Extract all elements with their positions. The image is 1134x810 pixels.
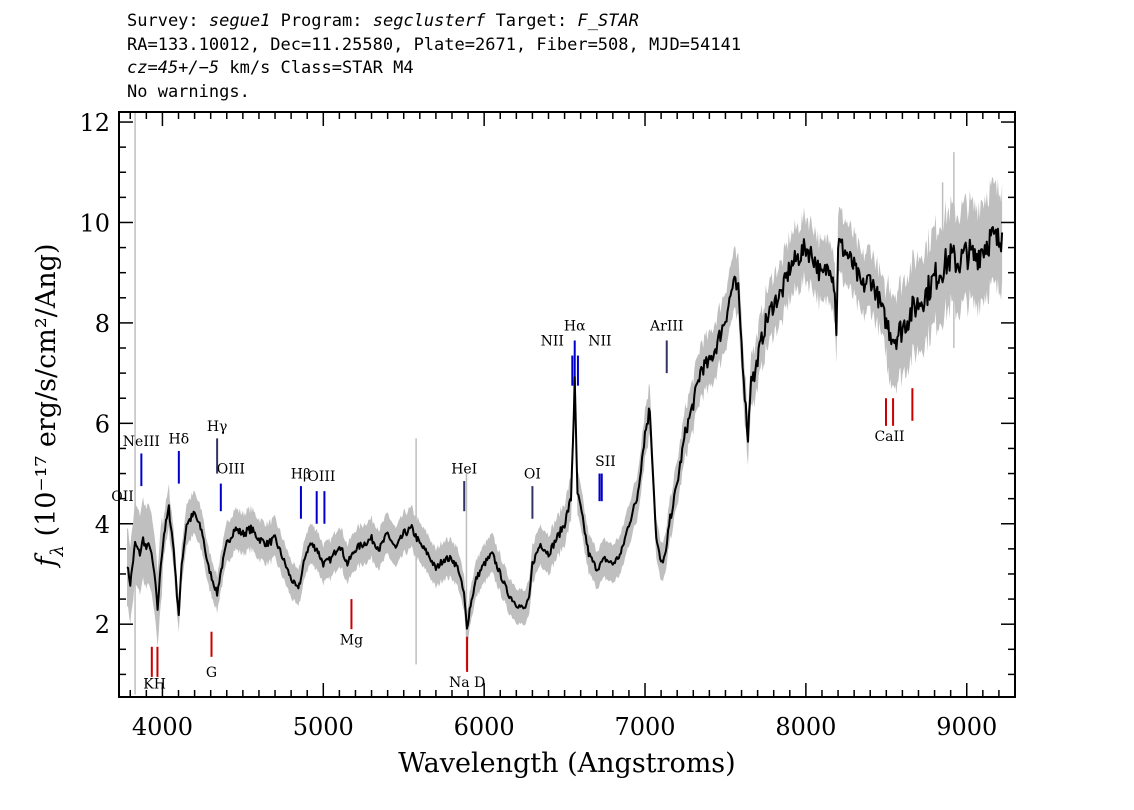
emission-label-11: Hα — [564, 318, 586, 334]
emission-label-1: NeIII — [123, 434, 160, 450]
header-line-warnings: No warnings. — [127, 81, 250, 102]
plot-area — [119, 112, 1004, 695]
y-tick-label-8: 8 — [95, 310, 110, 338]
target-label: Target: — [495, 11, 568, 31]
y-axis-units: (10⁻¹⁷ erg/s/cm²/Ang) — [31, 244, 62, 546]
y-axis-symbol: f — [31, 552, 62, 568]
absorption-label-0: KH — [143, 676, 166, 692]
emission-label-4: OIII — [217, 462, 245, 478]
absorption-label-3: Na D — [449, 675, 485, 691]
emission-label-9: OI — [524, 467, 541, 483]
emission-label-13: SII — [595, 454, 616, 470]
flux-error-band — [127, 177, 1003, 648]
emission-label-3: Hγ — [207, 419, 228, 435]
absorption-label-4: CaII — [874, 429, 904, 445]
emission-label-0: OII — [111, 489, 134, 505]
spectral-line-markers — [119, 340, 914, 677]
y-tick-label-6: 6 — [95, 410, 110, 438]
emission-label-2: Hδ — [169, 431, 190, 447]
program-value: segclusterf — [372, 11, 486, 31]
header-line-coordinates: RA=133.10012, Dec=11.25580, Plate=2671, … — [127, 34, 742, 55]
plot-frame — [118, 111, 1016, 698]
y-axis-ticks: 2 4 6 8 10 12 — [79, 109, 1015, 676]
y-tick-label-2: 2 — [95, 611, 110, 639]
emission-label-7: OIII — [307, 469, 335, 485]
sky-lines — [134, 112, 955, 695]
cz-value: cz=45+/−5 — [127, 58, 220, 78]
survey-label: Survey: — [127, 11, 199, 31]
target-value: F_STAR — [577, 11, 639, 31]
program-label: Program: — [280, 11, 363, 31]
absorption-label-2: Mg — [340, 632, 363, 648]
x-tick-label-6000: 6000 — [454, 713, 515, 741]
class-text: km/s Class=STAR M4 — [219, 58, 414, 78]
x-tick-label-7000: 7000 — [614, 713, 675, 741]
y-tick-label-12: 12 — [79, 109, 110, 137]
x-tick-label-5000: 5000 — [293, 713, 354, 741]
x-tick-label-9000: 9000 — [936, 713, 997, 741]
x-axis-ticks: 4000 5000 6000 7000 8000 9000 — [129, 112, 1016, 741]
emission-label-5: Hβ — [291, 467, 311, 483]
survey-value: segue1 — [208, 11, 271, 31]
emission-label-10: NII — [541, 333, 564, 349]
header-line-survey: Survey: segue1 Program: segclusterf Targ… — [127, 10, 741, 34]
flux-series-line — [126, 226, 1004, 630]
y-tick-label-10: 10 — [79, 209, 110, 237]
emission-label-15: ArIII — [649, 318, 683, 334]
y-tick-label-4: 4 — [95, 511, 110, 539]
x-axis-title: Wavelength (Angstroms) — [398, 748, 735, 779]
absorption-label-1: G — [206, 665, 217, 681]
header-line-redshift: cz=45+/−5 km/s Class=STAR M4 — [127, 57, 741, 81]
x-tick-label-4000: 4000 — [132, 713, 193, 741]
emission-label-8: HeI — [451, 462, 477, 478]
emission-label-12: NII — [588, 333, 611, 349]
y-axis-title: fλ (10⁻¹⁷ erg/s/cm²/Ang) — [31, 244, 68, 569]
y-axis-subscript: λ — [47, 545, 68, 557]
spectrum-header: Survey: segue1 Program: segclusterf Targ… — [127, 10, 741, 104]
x-tick-label-8000: 8000 — [775, 713, 836, 741]
